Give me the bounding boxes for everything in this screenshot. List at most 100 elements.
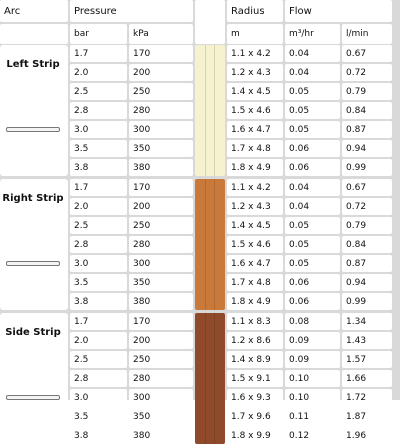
bar-cell: 1.7 [70,179,127,196]
radius-cell: 1.8 x 4.9 [227,293,283,310]
bar-cell: 2.0 [70,64,127,81]
arc-label: Right Strip [2,193,64,204]
lmin-cell: 0.79 [342,217,392,234]
kpa-cell: 280 [129,102,193,119]
lmin-cell: 0.79 [342,83,392,100]
bar-cell: 3.8 [70,427,127,444]
strip-nozzle-icon [6,127,60,132]
arc-label: Side Strip [5,327,61,338]
kpa-cell: 170 [129,45,193,62]
kpa-cell: 380 [129,159,193,176]
kpa-cell: 280 [129,236,193,253]
bar-cell: 3.0 [70,121,127,138]
lmin-cell: 0.94 [342,140,392,157]
m3hr-cell: 0.09 [285,351,340,368]
kpa-cell: 250 [129,351,193,368]
lmin-cell: 1.66 [342,370,392,387]
kpa-cell: 280 [129,370,193,387]
radius-cell: 1.7 x 9.6 [227,408,283,425]
kpa-cell: 300 [129,255,193,272]
bar-cell: 3.8 [70,293,127,310]
color-swatch-stripe [205,313,215,444]
lmin-cell: 0.87 [342,121,392,138]
header-arc: Arc [0,0,68,22]
kpa-cell: 380 [129,293,193,310]
bar-cell: 2.8 [70,370,127,387]
bar-cell: 1.7 [70,45,127,62]
lmin-cell: 1.57 [342,351,392,368]
radius-cell: 1.2 x 8.6 [227,332,283,349]
radius-cell: 1.5 x 4.6 [227,236,283,253]
bar-cell: 2.8 [70,236,127,253]
bar-cell: 3.5 [70,274,127,291]
radius-cell: 1.2 x 4.3 [227,198,283,215]
m3hr-cell: 0.04 [285,45,340,62]
m3hr-cell: 0.06 [285,159,340,176]
m3hr-cell: 0.04 [285,179,340,196]
radius-cell: 1.4 x 8.9 [227,351,283,368]
kpa-cell: 380 [129,427,193,444]
color-swatch [195,313,225,444]
radius-cell: 1.6 x 9.3 [227,389,283,406]
m3hr-cell: 0.06 [285,274,340,291]
lmin-cell: 0.67 [342,45,392,62]
radius-cell: 1.5 x 9.1 [227,370,283,387]
radius-cell: 1.2 x 4.3 [227,64,283,81]
kpa-cell: 300 [129,389,193,406]
bar-cell: 2.5 [70,83,127,100]
kpa-cell: 350 [129,140,193,157]
m3hr-cell: 0.05 [285,83,340,100]
kpa-cell: 170 [129,313,193,330]
m3hr-cell: 0.10 [285,370,340,387]
lmin-cell: 0.84 [342,102,392,119]
lmin-cell: 0.67 [342,179,392,196]
kpa-cell: 350 [129,274,193,291]
radius-cell: 1.5 x 4.6 [227,102,283,119]
lmin-cell: 0.72 [342,64,392,81]
bar-cell: 2.0 [70,332,127,349]
radius-cell: 1.1 x 4.2 [227,45,283,62]
bar-cell: 3.0 [70,389,127,406]
bar-cell: 2.5 [70,217,127,234]
radius-cell: 1.6 x 4.7 [227,121,283,138]
m3hr-cell: 0.09 [285,332,340,349]
strip-nozzle-icon [6,261,60,266]
color-swatch [195,45,225,176]
radius-cell: 1.8 x 4.9 [227,159,283,176]
lmin-cell: 1.72 [342,389,392,406]
radius-cell: 1.7 x 4.8 [227,274,283,291]
color-swatch-stripe [205,179,215,310]
lmin-cell: 0.94 [342,274,392,291]
m3hr-cell: 0.10 [285,389,340,406]
kpa-cell: 200 [129,64,193,81]
lmin-cell: 0.99 [342,293,392,310]
m3hr-cell: 0.04 [285,198,340,215]
header-kpa: kPa [129,24,193,44]
lmin-cell: 0.72 [342,198,392,215]
m3hr-cell: 0.05 [285,217,340,234]
radius-cell: 1.7 x 4.8 [227,140,283,157]
lmin-cell: 0.84 [342,236,392,253]
m3hr-cell: 0.12 [285,427,340,444]
header-arc-blank [0,24,68,44]
radius-cell: 1.4 x 4.5 [227,217,283,234]
header-lmin: l/min [342,24,392,44]
radius-cell: 1.6 x 4.7 [227,255,283,272]
header-flow: Flow [285,0,392,22]
kpa-cell: 200 [129,332,193,349]
lmin-cell: 1.87 [342,408,392,425]
header-pressure: Pressure [70,0,193,22]
header-swatch-blank [195,0,225,44]
m3hr-cell: 0.05 [285,121,340,138]
color-swatch [195,179,225,310]
radius-cell: 1.1 x 8.3 [227,313,283,330]
m3hr-cell: 0.08 [285,313,340,330]
kpa-cell: 250 [129,217,193,234]
bar-cell: 3.5 [70,408,127,425]
arc-label: Left Strip [6,59,60,70]
m3hr-cell: 0.06 [285,293,340,310]
strip-nozzle-icon [6,395,60,400]
arc-group [0,179,68,310]
color-swatch-stripe [205,45,215,176]
